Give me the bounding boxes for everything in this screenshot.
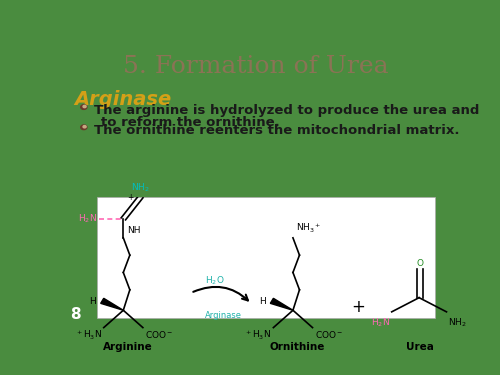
Text: NH$_2$: NH$_2$ bbox=[448, 316, 467, 329]
Text: H: H bbox=[90, 297, 96, 306]
Circle shape bbox=[83, 105, 86, 108]
Text: +: + bbox=[127, 193, 133, 202]
Text: $^+$H$_3$N: $^+$H$_3$N bbox=[244, 329, 271, 342]
Text: +: + bbox=[352, 298, 365, 316]
Text: NH$_2$: NH$_2$ bbox=[132, 182, 150, 194]
Text: 5. Formation of Urea: 5. Formation of Urea bbox=[124, 55, 389, 78]
Text: Arginase: Arginase bbox=[74, 90, 172, 109]
Text: Arginine: Arginine bbox=[103, 342, 152, 351]
Polygon shape bbox=[100, 298, 124, 310]
Text: NH$_3$$^+$: NH$_3$$^+$ bbox=[296, 222, 322, 235]
Text: H: H bbox=[259, 297, 266, 306]
Circle shape bbox=[83, 126, 86, 128]
Text: Arginase: Arginase bbox=[205, 311, 242, 320]
Text: NH: NH bbox=[127, 226, 140, 235]
Text: H$_2$O: H$_2$O bbox=[205, 274, 225, 286]
Text: H$_2$N: H$_2$N bbox=[371, 316, 390, 329]
Text: O: O bbox=[416, 259, 424, 268]
Text: The arginine is hydrolyzed to produce the urea and: The arginine is hydrolyzed to produce th… bbox=[94, 104, 479, 117]
Text: Ornithine: Ornithine bbox=[270, 342, 325, 351]
Text: Urea: Urea bbox=[406, 342, 434, 351]
Polygon shape bbox=[270, 298, 293, 310]
Text: The ornithine reenters the mitochondrial matrix.: The ornithine reenters the mitochondrial… bbox=[94, 124, 459, 137]
Text: H$_2$N: H$_2$N bbox=[78, 213, 97, 225]
Text: COO$^-$: COO$^-$ bbox=[314, 329, 343, 340]
Bar bbox=[98, 196, 434, 318]
Text: $^+$H$_3$N: $^+$H$_3$N bbox=[74, 329, 102, 342]
Text: 8: 8 bbox=[70, 307, 81, 322]
Circle shape bbox=[80, 105, 87, 110]
Text: COO$^-$: COO$^-$ bbox=[145, 329, 174, 340]
Text: to reform the ornithine.: to reform the ornithine. bbox=[101, 116, 280, 129]
Circle shape bbox=[80, 125, 87, 130]
